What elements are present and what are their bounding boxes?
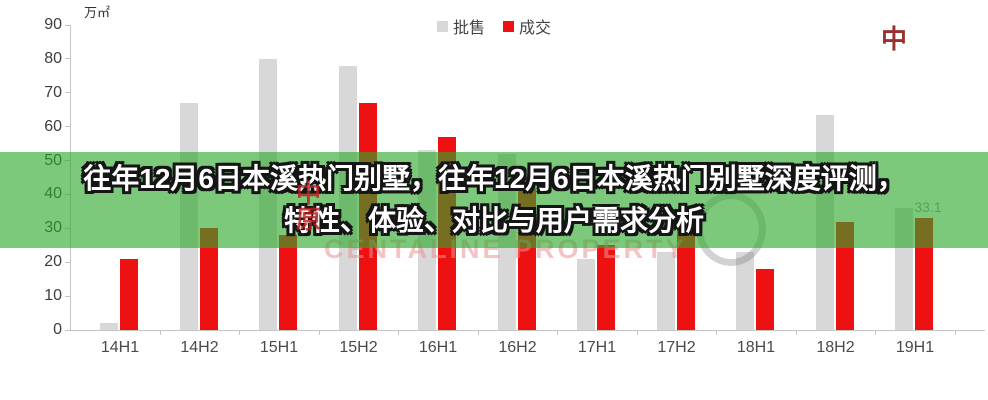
- banner-title-line1: 往年12月6日本溪热门别墅，往年12月6日本溪热门别墅深度评测，: [83, 163, 905, 194]
- bar-approved-18H1: [736, 252, 754, 330]
- x-axis-tick: [159, 330, 161, 335]
- legend-item-approved: 批售: [436, 14, 485, 38]
- x-tick-label: 17H2: [657, 339, 696, 356]
- bar-sold-17H2: [676, 228, 695, 330]
- x-axis-tick: [557, 330, 559, 335]
- legend-item-sold: 成交: [503, 14, 551, 38]
- legend-label-approved: 批售: [452, 20, 485, 37]
- bar-sold-14H1: [120, 258, 138, 330]
- y-tick-label: 20: [44, 253, 62, 271]
- y-tick-label: 10: [44, 287, 62, 305]
- banner-overlay: 往年12月6日本溪热门别墅，往年12月6日本溪热门别墅深度评测， 特性、体验、对…: [0, 152, 988, 248]
- x-axis-tick: [716, 330, 718, 335]
- x-axis-tick: [954, 330, 956, 335]
- x-axis-tick: [477, 330, 479, 335]
- y-axis-tick: [65, 126, 70, 128]
- x-tick-label: 14H1: [100, 339, 140, 356]
- x-axis-tick: [398, 330, 400, 335]
- bar-sold-17H1: [597, 245, 615, 330]
- watermark-logo-icon: 中 原: [296, 181, 321, 233]
- x-axis: [70, 330, 985, 331]
- watermark-corner-logo-icon: 中: [881, 24, 908, 54]
- x-axis-tick: [636, 330, 638, 335]
- bar-sold-18H2: [835, 221, 854, 330]
- bar-sold-18H1: [756, 269, 774, 330]
- bar-sold-14H2: [199, 228, 218, 330]
- y-tick-label: 90: [44, 16, 62, 33]
- y-axis-tick: [65, 24, 70, 26]
- x-tick-label: 16H2: [498, 339, 537, 356]
- bar-approved-14H1: [100, 323, 118, 330]
- x-tick-label: 14H2: [180, 339, 219, 356]
- bar-approved-17H2: [656, 252, 675, 330]
- x-axis-tick: [239, 330, 241, 335]
- x-tick-label: 15H2: [339, 339, 378, 356]
- x-axis-tick: [875, 330, 877, 335]
- banner-title-line2: 特性、体验、对比与用户需求分析: [283, 205, 704, 236]
- y-axis-tick: [65, 295, 70, 297]
- legend-swatch-approved-icon: [436, 20, 448, 32]
- x-tick-label: 18H1: [736, 339, 776, 356]
- y-axis-tick: [65, 58, 70, 60]
- x-tick-label: 16H1: [418, 339, 458, 356]
- x-tick-label: 15H1: [259, 339, 299, 356]
- y-tick-label: 0: [53, 321, 62, 338]
- watermark-logo-char-bottom: 原: [296, 206, 322, 234]
- x-tick-label: 18H2: [816, 339, 855, 356]
- legend-label-sold: 成交: [519, 20, 552, 37]
- y-axis-tick: [65, 329, 70, 331]
- x-axis-tick: [795, 330, 797, 335]
- bar-sold-15H1: [279, 235, 297, 330]
- y-axis-tick: [65, 261, 70, 263]
- legend-swatch-sold-icon: [503, 20, 514, 32]
- y-axis-unit-label: 万㎡: [84, 5, 111, 20]
- watermark-logo-char-top: 中: [296, 180, 322, 208]
- y-tick-label: 80: [44, 49, 62, 67]
- legend: 批售 成交: [0, 14, 988, 38]
- y-tick-label: 70: [44, 83, 62, 101]
- x-axis-tick: [318, 330, 320, 335]
- y-axis-tick: [65, 92, 70, 94]
- y-tick-label: 60: [44, 117, 62, 135]
- x-tick-label: 19H1: [895, 339, 935, 356]
- bar-approved-17H1: [577, 258, 595, 330]
- x-tick-label: 17H1: [577, 339, 617, 356]
